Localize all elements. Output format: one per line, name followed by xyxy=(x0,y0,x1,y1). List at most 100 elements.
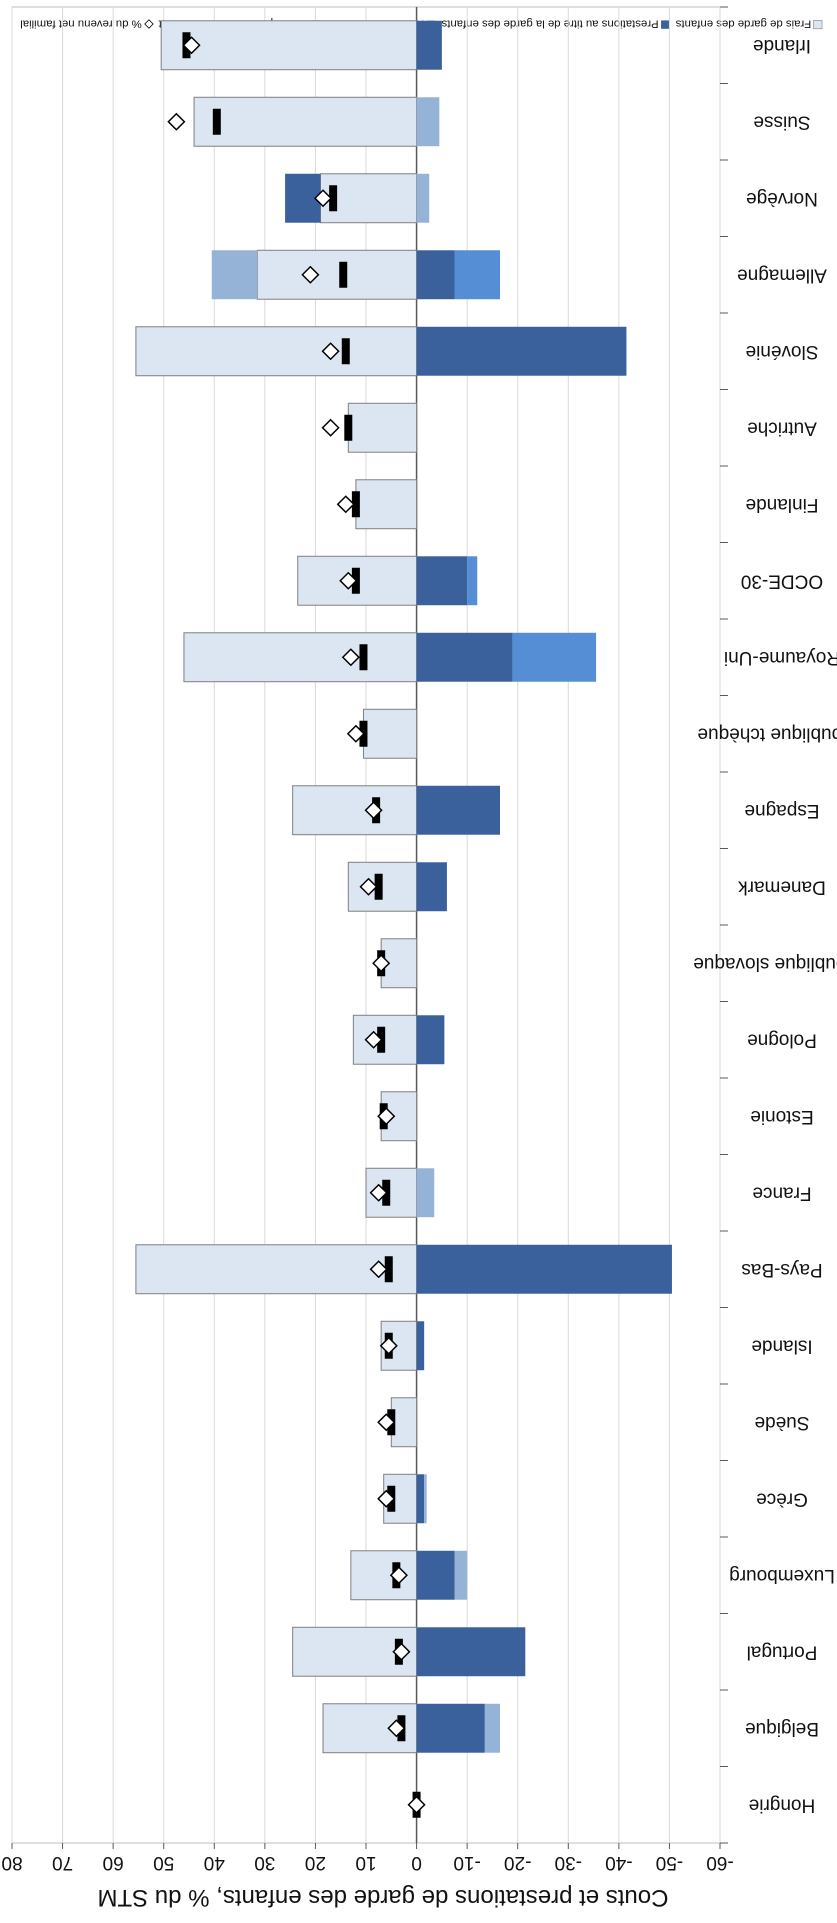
pct-income-marker xyxy=(364,1030,383,1049)
bar-frais xyxy=(160,20,418,71)
legend-item: Frais de garde des enfants xyxy=(675,17,823,30)
legend-item: % du revenu net familial xyxy=(20,17,154,29)
bar-prest_neg xyxy=(416,1550,455,1600)
bar-reduc_neg xyxy=(416,173,430,223)
category-label: Irlande xyxy=(753,35,811,56)
legend-item: Prestations au titre de la garde des enf… xyxy=(441,17,670,29)
category-label: Pays-Bas xyxy=(741,1259,822,1280)
bar-frais xyxy=(362,708,418,759)
category-label: Pologne xyxy=(747,1030,817,1051)
tick-label: 50 xyxy=(153,1852,174,1873)
bar-frais xyxy=(135,326,418,377)
bar-prest_neg xyxy=(416,556,468,606)
bar-reduc xyxy=(211,250,258,300)
net-cost-marker xyxy=(341,338,350,365)
bar-prest_neg xyxy=(416,1244,672,1294)
category-label: Islande xyxy=(751,1336,812,1357)
bar-frais xyxy=(193,96,418,147)
pct-income-marker xyxy=(377,1107,396,1126)
bar-frais xyxy=(292,785,418,836)
legend-swatch xyxy=(813,20,823,30)
category-label: Autriche xyxy=(747,418,817,439)
markers xyxy=(167,32,426,1818)
bar-reduc_neg xyxy=(416,97,440,147)
category-axis: Irlande Suisse Norvège Allemagne Slovénie Aut… xyxy=(693,35,837,1816)
legend-swatch xyxy=(661,20,670,29)
bars xyxy=(135,20,672,1754)
legend-label: Prestations au titre de la garde des enf… xyxy=(441,17,658,29)
bar-autres_neg xyxy=(512,632,597,682)
category-label: Slovénie xyxy=(746,341,819,362)
category-label: Espagne xyxy=(744,800,819,821)
bar-frais xyxy=(390,1397,418,1448)
tick-label: -30 xyxy=(555,1852,582,1873)
bar-autres_neg xyxy=(454,250,501,300)
tick-label: 70 xyxy=(52,1852,73,1873)
category-label: Luxembourg xyxy=(729,1565,835,1586)
legend-label: % du revenu net familial xyxy=(20,17,142,29)
legend-swatch xyxy=(144,19,154,29)
pct-income-marker xyxy=(387,1719,406,1738)
bar-prest_neg xyxy=(416,1627,526,1677)
tick-label: 20 xyxy=(305,1852,326,1873)
net-cost-marker xyxy=(351,491,360,518)
pct-income-marker xyxy=(167,112,186,131)
pct-income-marker xyxy=(321,418,340,437)
plot-area xyxy=(11,6,728,1849)
category-label: Allemagne xyxy=(737,265,827,286)
pct-income-marker xyxy=(369,1260,388,1279)
net-cost-marker xyxy=(339,261,348,288)
tick-label: 10 xyxy=(355,1852,376,1873)
bar-frais xyxy=(347,402,418,453)
bar-autres_neg xyxy=(467,556,478,606)
bar-frais xyxy=(183,632,418,683)
category-label: République tchèque xyxy=(697,724,837,745)
gridlines xyxy=(11,6,728,1849)
bar-frais xyxy=(256,249,418,300)
category-label: Royaume-Uni xyxy=(724,647,837,668)
category-label: Finlande xyxy=(746,494,819,515)
category-label: Danemark xyxy=(738,877,826,898)
bar-prest_neg xyxy=(416,1474,425,1524)
value-axis: 80 70 60 50 40 30 20 10 0 -10 -20 -30 -40 -50 -60 xyxy=(1,1852,733,1873)
pct-income-marker xyxy=(321,342,340,361)
tick-label: -60 xyxy=(706,1852,733,1873)
tick-label: -10 xyxy=(453,1852,480,1873)
bar-reduc_neg xyxy=(424,1474,427,1524)
bar-prest_neg xyxy=(416,1321,425,1371)
category-label: Suède xyxy=(755,1412,810,1433)
category-label: Belgique xyxy=(745,1718,819,1739)
pct-income-marker xyxy=(359,877,378,896)
pct-income-marker xyxy=(407,1795,426,1814)
net-cost-marker xyxy=(344,414,353,441)
category-label: OCDE-30 xyxy=(741,571,823,592)
category-label: Estonie xyxy=(750,1106,813,1127)
category-label: Norvège xyxy=(746,188,818,209)
tick-label: 60 xyxy=(103,1852,124,1873)
pct-income-marker xyxy=(313,189,333,208)
bar-prest_neg xyxy=(416,632,513,682)
pct-income-marker xyxy=(372,954,391,973)
legend-label: Frais de garde des enfants xyxy=(675,17,811,29)
tick-label: -20 xyxy=(504,1852,531,1873)
pct-income-marker xyxy=(377,1413,396,1432)
pct-income-marker xyxy=(346,724,365,743)
bar-frais xyxy=(355,479,418,530)
tick-label: 30 xyxy=(254,1852,275,1873)
bar-prest_neg xyxy=(416,1703,485,1753)
category-label: Suisse xyxy=(753,112,810,133)
bar-reduc_neg xyxy=(454,1550,468,1600)
category-label: République slovaque xyxy=(693,953,837,974)
pct-income-marker xyxy=(369,1183,388,1202)
bar-reduc_neg xyxy=(484,1703,501,1753)
net-cost-marker xyxy=(384,1256,393,1283)
tick-label: 0 xyxy=(411,1852,422,1873)
pct-income-marker xyxy=(341,648,360,667)
bar-prest_neg xyxy=(416,862,447,912)
category-label: Grèce xyxy=(756,1489,808,1510)
category-label: France xyxy=(752,1183,811,1204)
pct-income-marker xyxy=(339,571,358,590)
tick-label: -50 xyxy=(656,1852,683,1873)
tick-label: 40 xyxy=(204,1852,225,1873)
axis-title: Couts et prestations de garde des enfant… xyxy=(98,1884,669,1911)
